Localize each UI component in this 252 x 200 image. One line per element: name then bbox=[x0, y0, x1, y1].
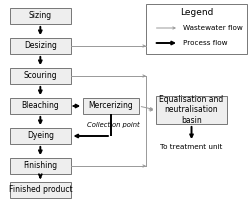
FancyBboxPatch shape bbox=[10, 98, 71, 114]
Text: Process flow: Process flow bbox=[183, 40, 227, 46]
FancyBboxPatch shape bbox=[10, 68, 71, 84]
Text: Wastewater flow: Wastewater flow bbox=[183, 25, 242, 31]
Text: Sizing: Sizing bbox=[29, 11, 52, 21]
FancyBboxPatch shape bbox=[146, 4, 247, 54]
FancyBboxPatch shape bbox=[10, 128, 71, 144]
Text: Desizing: Desizing bbox=[24, 42, 57, 50]
Text: Equalisation and
neutralisation
basin: Equalisation and neutralisation basin bbox=[160, 95, 224, 125]
FancyBboxPatch shape bbox=[10, 8, 71, 24]
Text: Finishing: Finishing bbox=[23, 162, 57, 170]
Text: Scouring: Scouring bbox=[23, 72, 57, 80]
Text: Legend: Legend bbox=[180, 8, 213, 17]
FancyBboxPatch shape bbox=[83, 98, 139, 114]
Text: To treatment unit: To treatment unit bbox=[160, 144, 223, 150]
FancyBboxPatch shape bbox=[156, 96, 227, 124]
Text: Finished product: Finished product bbox=[9, 186, 72, 194]
FancyBboxPatch shape bbox=[10, 38, 71, 54]
Text: Mercerizing: Mercerizing bbox=[88, 102, 133, 110]
Text: Bleaching: Bleaching bbox=[21, 102, 59, 110]
Text: Dyeing: Dyeing bbox=[27, 132, 54, 140]
FancyBboxPatch shape bbox=[10, 158, 71, 174]
Text: Collection point: Collection point bbox=[87, 122, 140, 128]
FancyBboxPatch shape bbox=[10, 182, 71, 198]
